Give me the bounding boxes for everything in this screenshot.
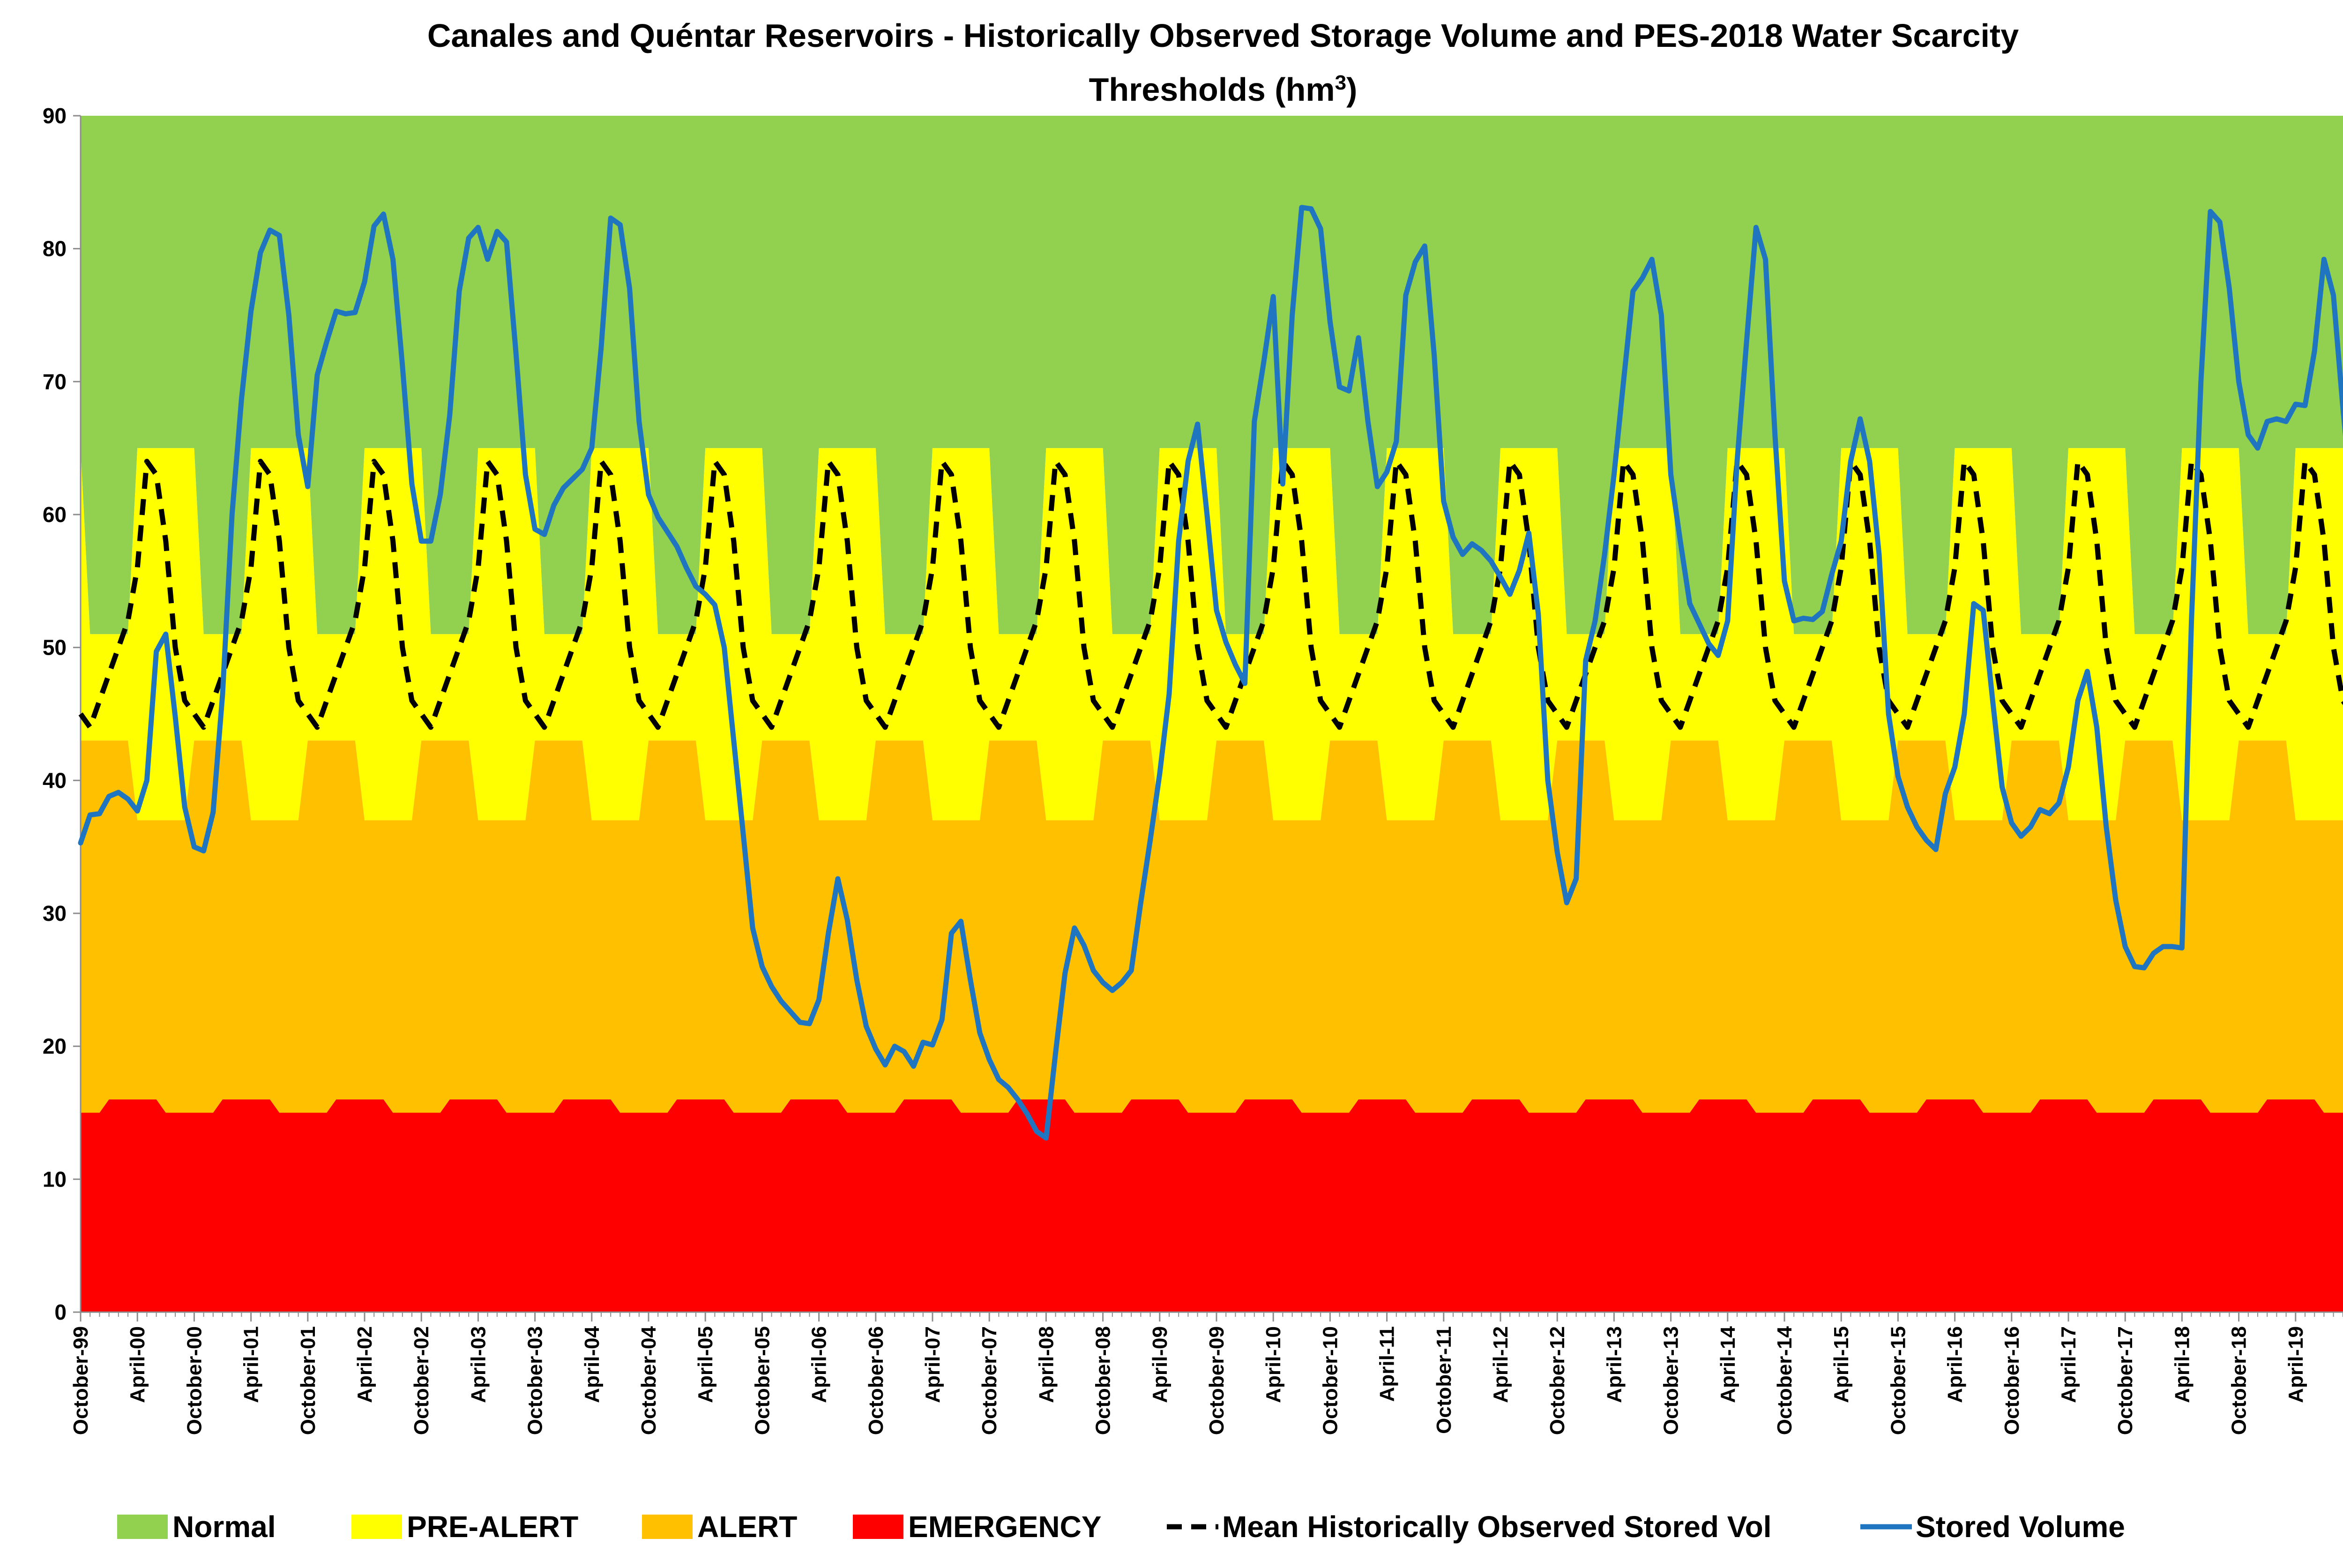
x-tick-label: April-17 (2057, 1326, 2080, 1403)
chart-title-close: ) (1346, 71, 1357, 108)
y-tick-label: 60 (43, 502, 67, 527)
x-tick-label: October-05 (751, 1326, 774, 1435)
x-tick-label: April-08 (1035, 1326, 1058, 1403)
mean-historical-line (78, 459, 2343, 730)
x-tick-label: April-02 (353, 1326, 376, 1403)
x-tick-label: April-14 (1716, 1326, 1739, 1403)
chart-title-line-2-text: Thresholds (hm (1089, 71, 1335, 108)
legend-alert-swatch (642, 1515, 693, 1539)
y-tick-label: 10 (43, 1167, 67, 1191)
legend-alert-label: ALERT (697, 1510, 797, 1544)
x-tick-label: October-11 (1433, 1326, 1455, 1434)
x-tick-label: October-16 (2000, 1326, 2023, 1435)
x-tick-label: April-06 (808, 1326, 831, 1403)
x-tick-label: October-09 (1205, 1326, 1228, 1435)
x-tick-label: April-09 (1149, 1326, 1172, 1403)
legend-pre-alert-swatch (351, 1515, 402, 1539)
x-tick-label: October-00 (183, 1326, 206, 1435)
y-tick-label: 70 (43, 369, 67, 394)
y-tick-label: 80 (43, 237, 67, 261)
x-tick-label: October-13 (1660, 1326, 1683, 1435)
band-alert (81, 740, 2343, 1113)
x-tick-label: April-10 (1262, 1326, 1285, 1403)
x-tick-label: October-04 (637, 1326, 660, 1435)
x-tick-label: October-14 (1773, 1326, 1796, 1435)
y-tick-label: 30 (43, 901, 67, 926)
legend-stored-volume-label: Stored Volume (1916, 1510, 2125, 1544)
band-pre-alert (81, 448, 2343, 821)
y-tick-label: 0 (54, 1300, 67, 1324)
x-tick-label: October-15 (1887, 1326, 1910, 1435)
legend-emergency-swatch (853, 1515, 903, 1539)
chart-series (78, 205, 2343, 1141)
x-tick-label: April-13 (1603, 1326, 1626, 1403)
legend-normal-label: Normal (172, 1510, 276, 1544)
y-tick-label: 20 (43, 1034, 67, 1059)
chart-axes: 0 10 20 30 40 50 60 70 80 90 October-99 April-00 Oct… (43, 104, 2343, 1435)
x-tick-label: April-15 (1830, 1326, 1853, 1403)
y-tick-label: 90 (43, 104, 67, 128)
x-tick-label: October-07 (978, 1326, 1001, 1435)
x-tick-label: October-02 (410, 1326, 433, 1435)
x-tick-label: October-03 (524, 1326, 547, 1435)
x-tick-label: October-99 (69, 1326, 92, 1435)
x-tick-label: October-01 (297, 1326, 320, 1435)
x-tick-label: April-18 (2171, 1326, 2194, 1403)
chart-title-line-2: Thresholds (hm3) (1089, 71, 1358, 108)
band-emergency (81, 1099, 2343, 1312)
x-tick-label: October-10 (1319, 1326, 1342, 1435)
x-tick-label: April-11 (1376, 1326, 1399, 1402)
x-tick-label: April-04 (581, 1326, 604, 1403)
x-tick-label: October-12 (1546, 1326, 1569, 1435)
chart-title-superscript: 3 (1335, 71, 1346, 94)
x-tick-label: April-00 (126, 1326, 149, 1403)
x-tick-label: April-03 (467, 1326, 490, 1403)
legend-mean-historical-label: Mean Historically Observed Stored Vol (1222, 1510, 1772, 1544)
chart-legend: Normal PRE-ALERT ALERT EMERGENCY Mean Histor… (117, 1510, 2125, 1544)
threshold-bands (81, 116, 2343, 1312)
x-tick-label: October-08 (1092, 1326, 1115, 1435)
x-tick-label: April-19 (2284, 1326, 2307, 1403)
x-tick-label: April-01 (240, 1326, 263, 1403)
x-tick-label: October-18 (2228, 1326, 2251, 1435)
legend-pre-alert-label: PRE-ALERT (407, 1510, 578, 1544)
x-tick-label: April-07 (921, 1326, 944, 1403)
chart-title-line-1: Canales and Quéntar Reservoirs - Histori… (427, 17, 2019, 54)
x-tick-label: October-06 (865, 1326, 888, 1435)
legend-normal-swatch (117, 1515, 168, 1539)
x-tick-label: April-12 (1489, 1326, 1512, 1403)
legend-emergency-label: EMERGENCY (908, 1510, 1102, 1544)
x-tick-label: October-17 (2114, 1326, 2137, 1435)
y-tick-label: 40 (43, 768, 67, 792)
band-normal (81, 116, 2343, 635)
y-tick-label: 50 (43, 635, 67, 660)
x-tick-label: April-05 (694, 1326, 717, 1403)
x-tick-label: April-16 (1944, 1326, 1967, 1403)
stored-volume-line (78, 205, 2343, 1141)
